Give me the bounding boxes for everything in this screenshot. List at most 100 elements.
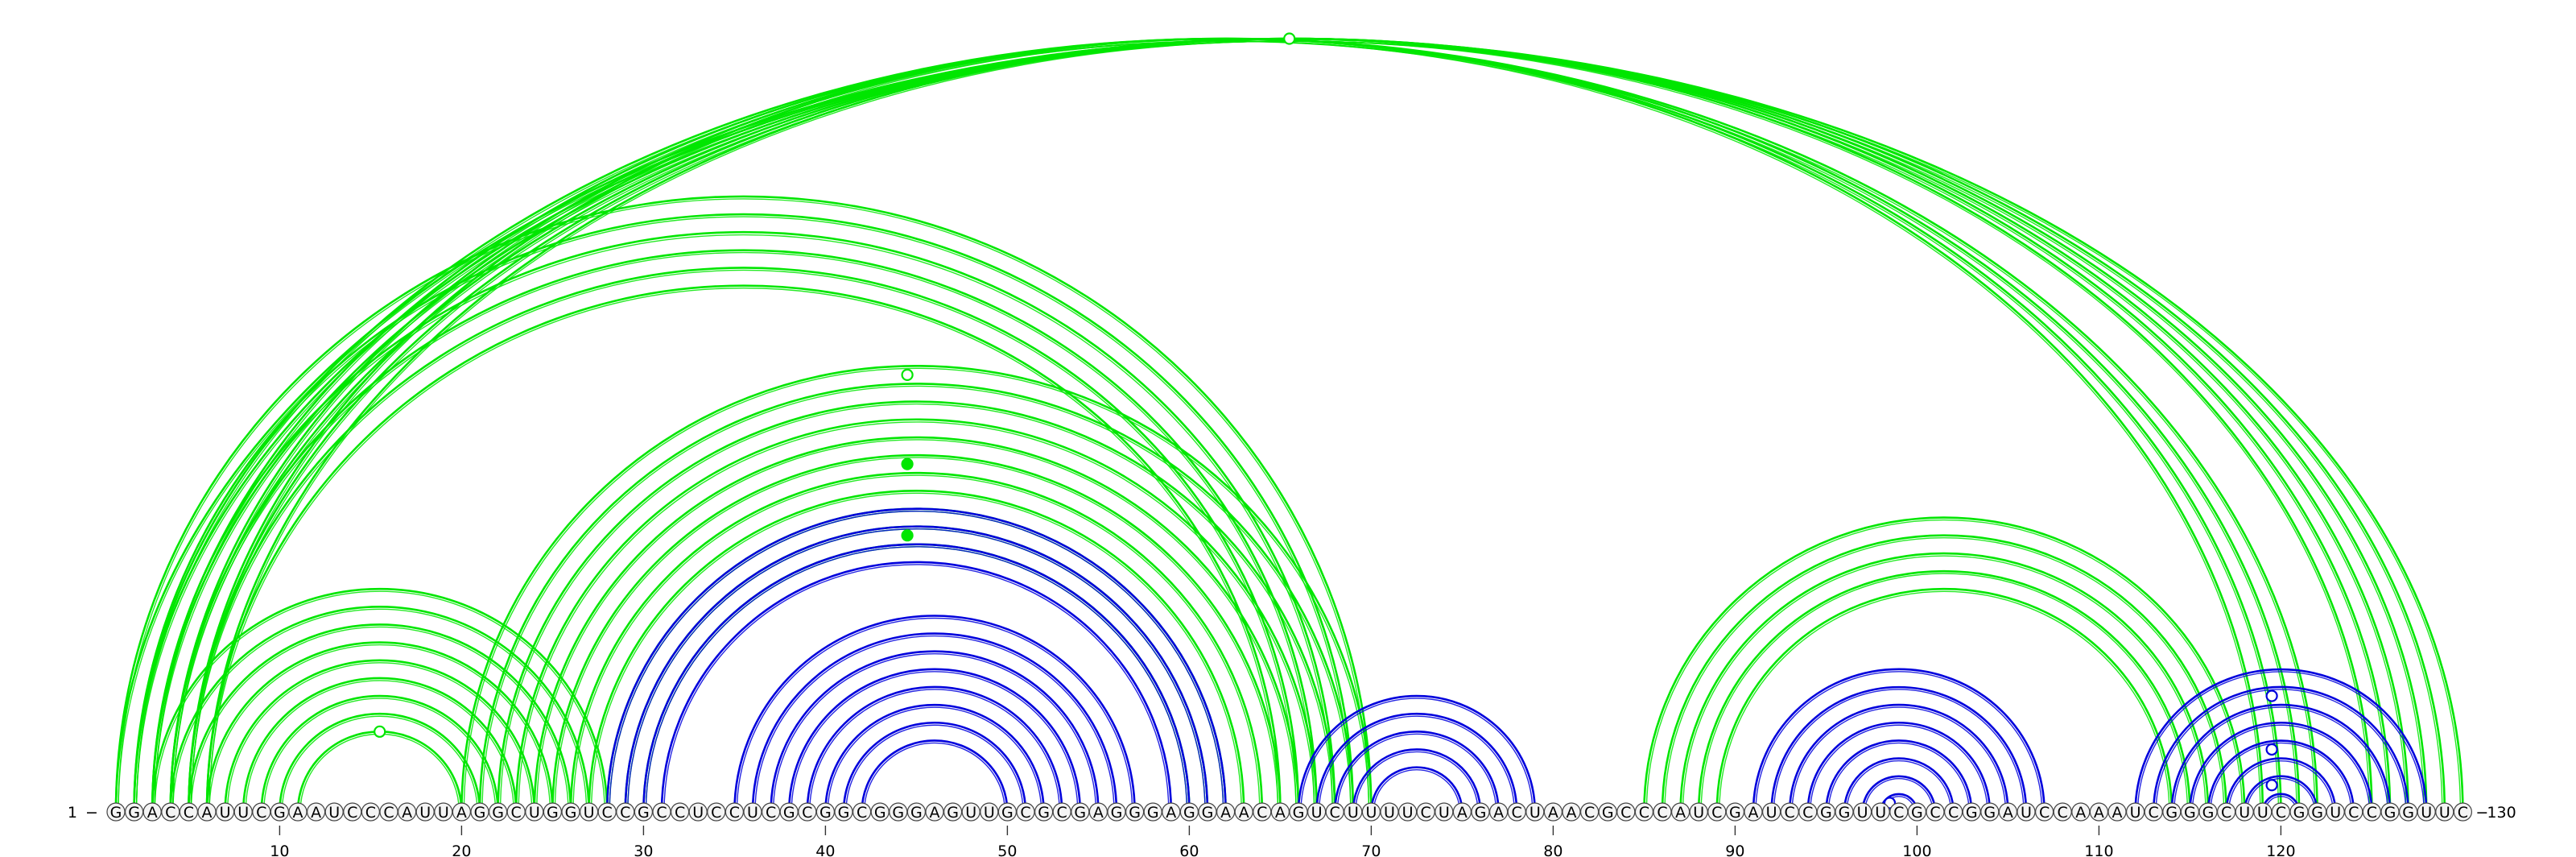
nucleotide: U (2417, 802, 2436, 822)
nucleotide-circle (179, 802, 198, 822)
green-arc (188, 267, 1300, 813)
nucleotide-letter: U (529, 804, 540, 822)
green-arc-inner (245, 680, 514, 813)
green-arc-inner (190, 269, 1297, 813)
blue-arc-inner (2174, 706, 2388, 813)
nucleotide-letter: C (1711, 804, 1722, 822)
blue-arc (1806, 722, 1992, 813)
nucleotide: A (2071, 802, 2091, 822)
blue-arc-inner (1355, 751, 1479, 813)
nucleotide: G (470, 802, 489, 822)
blue-arc-inner (1755, 671, 2043, 813)
nucleotide-letter: G (1147, 804, 1159, 822)
nucleotide: U (2326, 802, 2345, 822)
nucleotide: G (2308, 802, 2327, 822)
nucleotide-letter: U (2421, 804, 2432, 822)
nucleotide: C (1944, 802, 1963, 822)
nucleotide: C (1507, 802, 1526, 822)
nucleotide-letter: G (2184, 804, 2196, 822)
nucleotide-letter: A (2112, 804, 2123, 822)
green-arc (242, 677, 518, 813)
green-arc-inner (172, 40, 2407, 813)
nucleotide-letter: U (438, 804, 449, 822)
nucleotide-letter: A (1275, 804, 1286, 822)
nucleotide: G (815, 802, 836, 822)
nucleotide: G (1034, 802, 1054, 822)
nucleotide: G (870, 802, 890, 822)
nucleotide: A (2107, 802, 2127, 822)
nucleotide: C (1798, 802, 1818, 822)
nucleotide-letter: G (547, 804, 559, 822)
nucleotide-letter: A (456, 804, 467, 822)
tick-label: 40 (815, 843, 835, 857)
nucleotide: C (852, 802, 872, 822)
green-arc (151, 230, 1336, 813)
nucleotide: G (834, 802, 853, 822)
nucleotide: G (543, 802, 563, 822)
nucleotide: G (106, 802, 126, 822)
nucleotide-letter: C (1057, 804, 1067, 822)
nucleotide-letter: U (419, 804, 431, 822)
nucleotide-letter: U (237, 804, 249, 822)
nucleotide: G (1907, 802, 1926, 822)
green-arc-inner (518, 421, 1315, 813)
nucleotide-letter: C (729, 804, 740, 822)
nucleotide: U (1397, 802, 1418, 822)
nucleotide: G (1179, 802, 1199, 822)
nucleotide-letter: A (202, 804, 213, 822)
nucleotide-letter: U (965, 804, 976, 822)
nucleotide-letter: G (2311, 804, 2323, 822)
blue-arc-inner (1773, 689, 2025, 813)
green-arc-inner (190, 40, 2388, 813)
nucleotide: U (2435, 802, 2454, 822)
green-arc-inner (499, 403, 1333, 813)
green-arc-inner (609, 510, 1224, 813)
green-arc-inner (645, 546, 1188, 813)
nucleotide-letter: A (1457, 804, 1468, 822)
nucleotide: A (1562, 802, 1581, 822)
nucleotide: C (1653, 802, 1672, 822)
nucleotide-letter: U (1311, 804, 1323, 822)
nucleotide-letter: U (1875, 804, 1886, 822)
nucleotide-circle (2198, 802, 2218, 822)
blue-arc (2134, 668, 2428, 813)
green-arc-inner (1682, 555, 2207, 813)
nucleotide-letter: C (365, 804, 376, 822)
nucleotide-circle (2053, 802, 2072, 822)
blue-arc-inner (2155, 689, 2407, 813)
green-arc-inner (154, 590, 605, 813)
blue-arc (824, 703, 1045, 813)
nucleotide-letter: G (838, 804, 850, 822)
nucleotide: A (1998, 802, 2017, 822)
nucleotide: G (1071, 802, 1090, 822)
nucleotide-letter: C (1639, 804, 1649, 822)
blue-arc (660, 561, 1173, 813)
blue-arc-inner (772, 652, 1097, 813)
nucleotide-letter: G (274, 804, 286, 822)
nucleotide: C (1325, 802, 1344, 822)
nucleotide: A (1671, 802, 1690, 822)
nucleotide-letter: G (1729, 804, 1741, 822)
nucleotide: G (1816, 802, 1835, 822)
open-marker (374, 725, 386, 738)
green-arc (169, 606, 590, 813)
nucleotide: C (1579, 802, 1600, 822)
blue-arc (1315, 712, 1518, 813)
blue-arc (624, 525, 1209, 813)
green-arc-inner (590, 492, 1242, 813)
nucleotide-letter: C (1620, 804, 1631, 822)
nucleotide: C (361, 802, 380, 822)
nucleotide: U (434, 802, 453, 822)
blue-arc (1861, 775, 1937, 813)
nucleotide: G (1835, 802, 1854, 822)
nucleotide: C (2053, 802, 2072, 822)
nucleotide: C (2453, 802, 2472, 822)
green-arc (1715, 587, 2174, 813)
nucleotide-circle (1507, 802, 1526, 822)
nucleotide-circle (1780, 802, 1799, 822)
blue-arc-inner (1846, 760, 1952, 813)
nucleotide-letter: C (2458, 804, 2468, 822)
green-arc (642, 543, 1191, 813)
nucleotide: U (415, 802, 435, 822)
nucleotide-letter: C (184, 804, 194, 822)
